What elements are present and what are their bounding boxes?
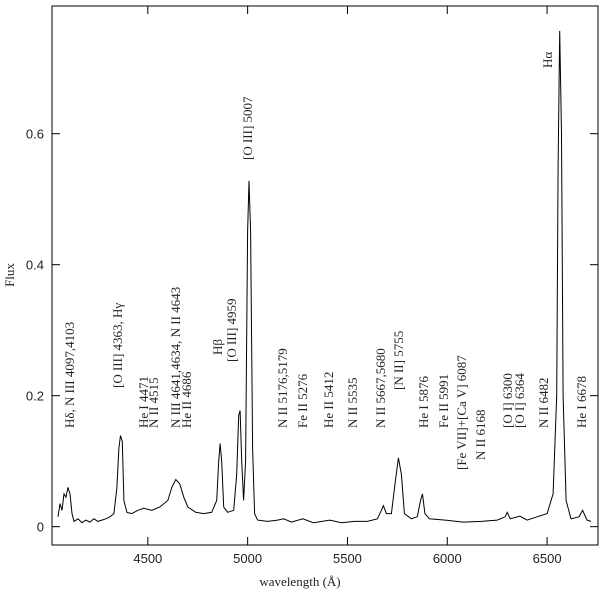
line-annotation: Hβ xyxy=(210,339,225,355)
line-annotation: [N II] 5755 xyxy=(391,331,406,390)
line-annotation: [O III] 5007 xyxy=(240,96,255,160)
plot-frame xyxy=(51,5,599,546)
line-annotation: N II 5667,5680 xyxy=(373,348,388,428)
line-annotation: N II 5535 xyxy=(345,377,360,428)
y-tick-label: 0 xyxy=(37,520,44,535)
line-annotation: [O III] 4959 xyxy=(224,298,239,362)
line-annotation: He I 5876 xyxy=(416,376,431,428)
line-annotation: N III 4641,4634, N II 4643 xyxy=(168,287,183,428)
line-annotation: [Fe VII]+[Ca V] 6087 xyxy=(454,355,469,470)
line-annotation: [O III] 4363, Hγ xyxy=(110,303,125,388)
y-tick-label: 0.6 xyxy=(26,127,44,142)
line-annotation: [O I] 6364 xyxy=(512,373,527,428)
line-annotation: Fe II 5276 xyxy=(295,373,310,428)
line-annotation: He I 6678 xyxy=(574,376,589,428)
x-tick-label: 5500 xyxy=(333,551,362,566)
line-annotation: He I 4471 xyxy=(136,376,151,428)
line-annotation: N II 6168 xyxy=(473,409,488,460)
x-tick-label: 4500 xyxy=(133,551,162,566)
y-tick-label: 0.2 xyxy=(26,389,44,404)
line-annotation: N II 5176,5179 xyxy=(275,348,290,428)
line-annotation: Fe II 5991 xyxy=(436,374,451,428)
line-annotation: N II 6482 xyxy=(536,377,551,428)
line-annotation: Hα xyxy=(540,52,555,68)
x-tick-label: 5000 xyxy=(233,551,262,566)
spectrum-line xyxy=(57,30,592,524)
line-annotation: N II 4515 xyxy=(146,377,161,428)
line-annotation: He II 5412 xyxy=(321,372,336,428)
x-axis-label: wavelength (Å) xyxy=(259,574,340,589)
x-tick-label: 6500 xyxy=(533,551,562,566)
y-tick-label: 0.4 xyxy=(26,258,44,273)
line-annotation: He II 4686 xyxy=(179,371,194,428)
line-annotation: [O I] 6300 xyxy=(500,373,515,428)
y-axis-label: Flux xyxy=(2,263,17,287)
x-tick-label: 6000 xyxy=(433,551,462,566)
line-annotation: Hδ, N III 4097,4103 xyxy=(62,322,77,428)
